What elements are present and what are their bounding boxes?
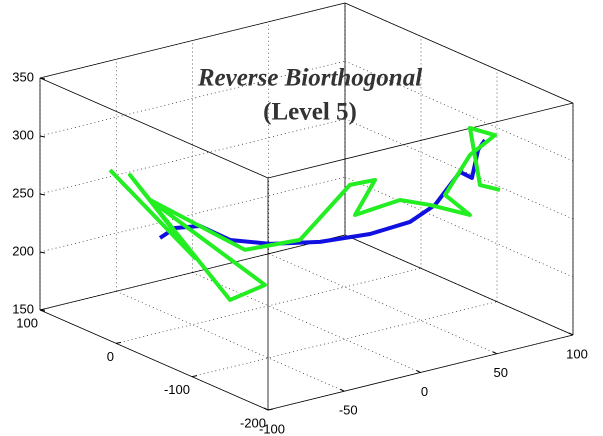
z-tick-label: 150 bbox=[12, 301, 34, 316]
grid-line bbox=[115, 268, 422, 344]
data-line bbox=[158, 138, 487, 246]
tick-mark bbox=[191, 375, 198, 378]
box-edge bbox=[39, 77, 269, 179]
y-tick-label: -100 bbox=[164, 382, 190, 397]
tick-mark bbox=[39, 193, 46, 196]
grid-line bbox=[39, 118, 346, 195]
grid-line bbox=[192, 272, 421, 373]
grid-line bbox=[39, 60, 346, 137]
box-edge bbox=[344, 234, 574, 336]
grid-line bbox=[344, 176, 574, 278]
x-tick-label: 100 bbox=[566, 346, 588, 361]
grid-line bbox=[344, 60, 574, 162]
box-edge bbox=[344, 2, 574, 104]
tick-mark bbox=[416, 370, 421, 373]
box-edge bbox=[39, 234, 346, 311]
data-line bbox=[108, 125, 501, 302]
tick-mark bbox=[115, 341, 122, 344]
tick-mark bbox=[263, 407, 269, 411]
grid-line bbox=[268, 253, 497, 355]
chart-title: Reverse Biorthogonal bbox=[197, 65, 422, 92]
tick-mark bbox=[267, 408, 274, 411]
z-tick-label: 250 bbox=[12, 185, 34, 200]
box-edge bbox=[267, 102, 574, 179]
x-tick-label: -100 bbox=[259, 421, 285, 436]
z-tick-label: 350 bbox=[12, 69, 34, 84]
z-tick-label: 200 bbox=[12, 243, 34, 258]
tick-mark bbox=[39, 77, 46, 80]
grid-line bbox=[116, 290, 345, 392]
y-tick-label: 0 bbox=[107, 349, 114, 364]
x-tick-label: -50 bbox=[339, 403, 358, 418]
y-tick-label: -200 bbox=[240, 415, 266, 430]
tick-mark bbox=[340, 388, 345, 392]
x-tick-label: 50 bbox=[494, 365, 508, 380]
tick-mark bbox=[568, 332, 574, 336]
box-edge bbox=[39, 309, 269, 411]
grid-line bbox=[39, 176, 346, 253]
chart-subtitle: (Level 5) bbox=[263, 99, 357, 126]
grid-line bbox=[191, 301, 498, 377]
tick-mark bbox=[39, 135, 46, 138]
z-tick-label: 300 bbox=[12, 127, 34, 142]
x-tick-label: 0 bbox=[421, 384, 428, 399]
box-edge bbox=[39, 2, 346, 79]
y-tick-label: 100 bbox=[16, 315, 38, 330]
tick-mark bbox=[492, 351, 497, 355]
tick-mark bbox=[39, 251, 46, 254]
tick-mark bbox=[39, 309, 46, 312]
